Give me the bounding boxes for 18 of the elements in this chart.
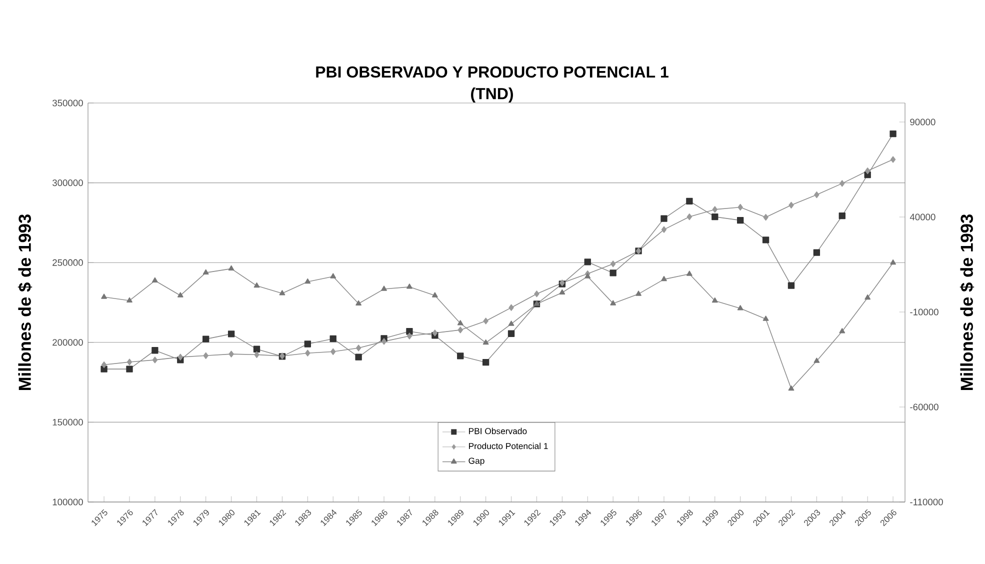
legend-label: Gap: [468, 458, 484, 466]
y2-tick-label: 40000: [910, 214, 936, 220]
legend-label: PBI Observado: [469, 428, 527, 434]
y2-tick-label: 90000: [910, 118, 936, 126]
y-tick-label: 100000: [52, 498, 83, 506]
y-tick-label: 200000: [52, 339, 83, 346]
y-tick-label: 150000: [52, 418, 83, 426]
y-tick-label: 300000: [52, 180, 83, 186]
y-tick-label: 250000: [52, 259, 83, 266]
chart-subtitle: (TND): [471, 88, 513, 102]
y2-tick-label: -10000: [910, 308, 938, 316]
legend-label: Producto Potencial 1: [469, 442, 548, 450]
y-tick-label: 350000: [52, 100, 83, 106]
y2-tick-label: -110000: [910, 498, 943, 506]
y2-axis-title: Millones de $ de 1993: [960, 214, 974, 390]
y2-tick-label: -60000: [910, 404, 938, 410]
chart-title: PBI OBSERVADO Y PRODUCTO POTENCIAL 1: [316, 66, 668, 78]
y-axis-title: Millones de $ de 1993: [18, 214, 32, 390]
